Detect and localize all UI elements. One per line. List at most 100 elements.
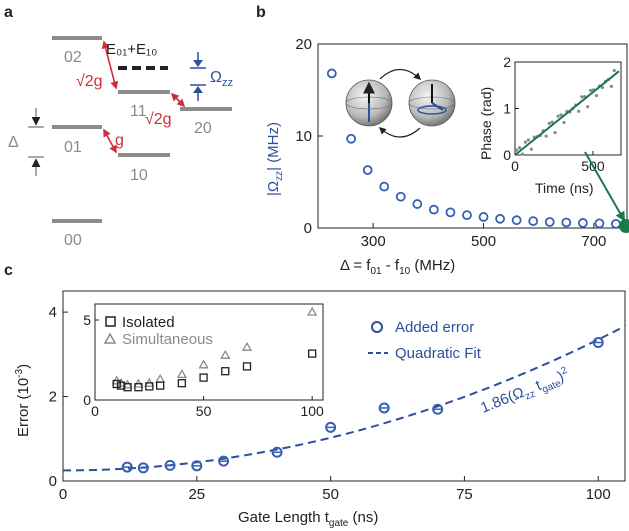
plot-b-data-point	[511, 215, 522, 226]
plot-c-xlabel-sub: gate	[329, 518, 349, 529]
plot-c-inset-isolated-point	[242, 362, 252, 371]
plot-b-inset-data-point	[580, 95, 584, 99]
plot-c-inset-simultaneous-point	[220, 349, 231, 359]
panel-c-label: c	[4, 262, 13, 279]
plot-c-frame	[62, 290, 626, 482]
plot-c-inset-simultaneous-point	[241, 341, 253, 351]
plot-b-data-point	[528, 216, 539, 227]
plot-c-inset-ytick-label: 5	[83, 312, 91, 328]
plot-b-inset-xtick-label: 0	[511, 158, 519, 174]
level-label-00: 00	[64, 232, 82, 249]
plot-b-inset-data-point	[553, 131, 557, 135]
plot-b-inset-data-point	[600, 85, 605, 90]
plot-b-inset-data-point	[586, 105, 590, 109]
plot-b-xtick-label: 500	[471, 233, 496, 250]
plot-b-xlabel: Δ = f01 - f10 (MHz)	[340, 257, 455, 277]
plot-b-ytick-label: 0	[304, 220, 312, 237]
fit-annotation-sup: 2	[560, 365, 570, 377]
plot-b-inset-pointer-arrow	[584, 151, 625, 222]
coupling-arrow-02-11	[101, 40, 119, 90]
plot-b-data-point	[362, 165, 373, 175]
plot-b-inset-data-point	[544, 134, 548, 138]
plot-c-inset-xtick-label: 100	[300, 403, 324, 419]
plot-b-ylabel: |Ωzz| (MHz)	[265, 122, 285, 196]
plot-b-inset-data-point	[529, 147, 533, 151]
panel-b-label: b	[256, 4, 266, 21]
plot-c-inset-ytick-label: 0	[83, 392, 91, 408]
plot-b-inset-data-point	[609, 84, 613, 88]
plot-c-inset-isolated-point	[177, 379, 187, 388]
plot-c-xtick-label: 75	[456, 486, 473, 503]
plot-b-data-point	[495, 213, 505, 224]
plot-c-inset-xtick-label: 0	[91, 403, 99, 419]
level-label-01: 01	[64, 139, 82, 156]
bloch-bottom-curved-arrow	[378, 127, 421, 138]
plot-b-xlabel-sub1: 01	[370, 266, 382, 277]
inset-legend-simultaneous-marker	[103, 332, 117, 344]
plot-b-inset-ylabel: Phase (rad)	[478, 87, 494, 160]
plot-b-inset-ytick-label: 1	[503, 101, 511, 117]
plot-c-inset-points	[111, 306, 318, 392]
plot-b-xtick-label: 300	[361, 233, 386, 250]
plot-c-ytick-label: 0	[49, 473, 57, 490]
plot-c-ytick-label: 4	[49, 304, 57, 321]
plot-c-inset-axes: 0 50 100 0 5	[83, 312, 324, 419]
plot-c-inset-isolated-point	[155, 381, 165, 390]
plot-c-inset-simultaneous-point	[176, 369, 187, 379]
plot-b-data-point	[561, 217, 572, 228]
plot-b-inset-data-point	[594, 93, 599, 98]
plot-b-inset-data-point	[517, 146, 522, 150]
plot-b-data-point	[412, 199, 423, 209]
plot-c-xtick-label: 100	[586, 486, 611, 503]
plot-b-highlighted-point	[619, 219, 629, 233]
level-label-10: 10	[130, 167, 148, 184]
plot-b-inset-xlabel: Time (ns)	[535, 180, 594, 196]
plot-b-inset-data-point	[526, 138, 531, 142]
plot-c-inset-isolated-point	[307, 349, 317, 358]
legend-added-error-marker	[371, 321, 383, 333]
plot-b-inset-data-point	[550, 120, 554, 124]
level-label-11: 11	[130, 103, 147, 120]
plot-c-xlabel: Gate Length tgate (ns)	[238, 509, 378, 529]
plot-b-inset-data-point	[562, 120, 566, 125]
plot-c-points	[121, 337, 604, 474]
plot-b-inset-data-point	[589, 88, 593, 92]
inset-legend-isolated-marker	[105, 316, 116, 327]
bloch-sphere-left	[345, 79, 393, 127]
plot-b-data-point	[544, 217, 555, 227]
omega-arrowhead-top	[193, 60, 203, 67]
plot-b-xlabel-main: Δ = f	[340, 257, 371, 274]
plot-c-inset-xtick-label: 50	[196, 403, 212, 419]
panel-a-label: a	[4, 4, 13, 21]
plot-b-data-point	[346, 133, 357, 144]
plot-b-xlabel-sub2: 10	[399, 266, 411, 277]
plot-c-xtick-label: 0	[59, 486, 67, 503]
inset-legend-simultaneous-label: Simultaneous	[122, 331, 213, 348]
plot-b-data-point	[577, 218, 588, 228]
legend-fit-label: Quadratic Fit	[395, 345, 482, 362]
plot-b-inset-ytick-label: 0	[503, 147, 511, 163]
plot-b-inset-data-point	[547, 121, 551, 126]
coupling-arrow-11-20	[170, 92, 186, 108]
plot-b-inset-data-point	[577, 109, 581, 113]
coupling-label-sqrt2g-left: √2g	[76, 73, 103, 90]
plot-b-inset-data-point	[612, 68, 616, 73]
plot-c-inset-isolated-point	[134, 383, 143, 392]
plot-b-data-point	[462, 210, 472, 221]
bloch-right-tilted-vector	[431, 102, 444, 111]
plot-c-xlabel-end: (ns)	[348, 509, 378, 526]
plot-b-xlabel-mid: - f	[382, 257, 400, 274]
coupling-label-sqrt2g-right: √2g	[145, 111, 172, 128]
plot-c-inset-simultaneous-point	[307, 306, 318, 316]
omega-subscript: zz	[222, 77, 233, 89]
plot-b-inset-fit-line	[514, 70, 620, 156]
plot-c-inset-frame	[94, 303, 324, 401]
bloch-top-curved-arrow	[379, 68, 422, 80]
plot-c-xtick-label: 25	[188, 486, 205, 503]
plot-b-data-point	[594, 218, 605, 229]
legend-added-error-label: Added error	[395, 319, 474, 336]
bloch-sphere-right	[408, 79, 456, 127]
plot-b-data-point	[611, 218, 621, 229]
